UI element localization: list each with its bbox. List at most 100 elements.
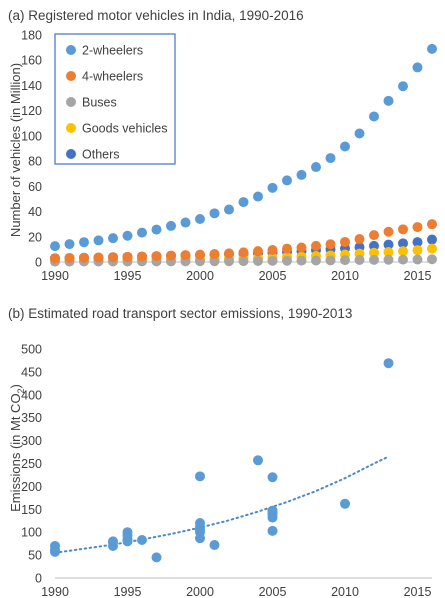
data-point-goods-vehicles bbox=[427, 243, 437, 254]
data-point-2-wheelers bbox=[108, 233, 118, 244]
chart-a-points bbox=[50, 43, 437, 267]
chart-b-y-tick-labels: 0 50 100 150 200 250 300 350 400 450 500 bbox=[21, 343, 42, 586]
data-point-2-wheelers bbox=[340, 141, 350, 152]
y-tick-label: 120 bbox=[21, 104, 42, 118]
data-point-2-wheelers bbox=[282, 175, 292, 186]
data-point-4-wheelers bbox=[398, 224, 408, 235]
data-point-4-wheelers bbox=[311, 240, 321, 251]
data-point-4-wheelers bbox=[209, 249, 220, 260]
data-point-buses bbox=[369, 254, 379, 265]
data-point-2-wheelers bbox=[238, 197, 249, 208]
data-point-4-wheelers bbox=[50, 253, 60, 264]
data-point-4-wheelers bbox=[412, 222, 423, 233]
data-point-buses bbox=[427, 254, 437, 265]
data-point-4-wheelers bbox=[166, 250, 176, 261]
data-point-2-wheelers bbox=[369, 111, 379, 122]
data-point-others bbox=[383, 239, 394, 250]
data-point-emissions bbox=[195, 471, 205, 482]
data-point-4-wheelers bbox=[383, 226, 394, 237]
data-point-2-wheelers bbox=[180, 217, 191, 228]
y-tick-label: 40 bbox=[28, 205, 42, 219]
chart-b-title: (b) Estimated road transport sector emis… bbox=[8, 306, 352, 321]
data-point-buses bbox=[311, 255, 321, 266]
data-point-4-wheelers bbox=[267, 245, 278, 256]
y-tick-label: 80 bbox=[28, 155, 42, 169]
data-point-emissions bbox=[267, 525, 278, 536]
y-tick-label: 100 bbox=[21, 129, 42, 143]
data-point-emissions bbox=[195, 518, 205, 529]
data-point-2-wheelers bbox=[137, 227, 147, 238]
data-point-goods-vehicles bbox=[369, 247, 379, 258]
y-tick-label: 200 bbox=[21, 480, 42, 494]
data-point-buses bbox=[383, 254, 394, 265]
y-tick-label: 0 bbox=[35, 256, 42, 270]
data-point-buses bbox=[253, 255, 263, 266]
data-point-emissions bbox=[340, 498, 350, 509]
data-point-2-wheelers bbox=[79, 237, 89, 248]
data-point-2-wheelers bbox=[166, 220, 176, 231]
chart-a-y-axis-label: Number of vehicles (in Million) bbox=[8, 63, 23, 237]
data-point-4-wheelers bbox=[296, 242, 307, 253]
data-point-buses bbox=[224, 256, 234, 267]
chart-a-y-tick-labels: 0 20 40 60 80 100 120 140 160 180 bbox=[21, 29, 42, 270]
data-point-4-wheelers bbox=[224, 248, 234, 259]
legend-marker bbox=[66, 45, 76, 55]
data-point-emissions bbox=[195, 527, 205, 538]
data-point-4-wheelers bbox=[137, 251, 147, 262]
x-tick-label: 2015 bbox=[404, 585, 432, 598]
data-point-4-wheelers bbox=[325, 239, 336, 250]
data-point-4-wheelers bbox=[122, 251, 133, 262]
y-tick-label: 100 bbox=[21, 526, 42, 540]
chart-a-title: (a) Registered motor vehicles in India, … bbox=[8, 8, 304, 23]
data-point-2-wheelers bbox=[325, 153, 336, 164]
y-tick-label: 60 bbox=[28, 180, 42, 194]
data-point-2-wheelers bbox=[64, 239, 75, 250]
data-point-4-wheelers bbox=[282, 243, 292, 254]
data-point-buses bbox=[354, 254, 365, 265]
data-point-buses bbox=[238, 256, 249, 267]
data-point-4-wheelers bbox=[64, 252, 75, 263]
x-tick-label: 1995 bbox=[114, 585, 142, 598]
data-point-2-wheelers bbox=[354, 128, 365, 139]
chart-a-legend: 2-wheelers 4-wheelers Buses Goods vehicles O… bbox=[54, 33, 176, 165]
data-point-buses bbox=[412, 254, 423, 265]
data-point-others bbox=[398, 238, 408, 249]
data-point-4-wheelers bbox=[369, 230, 379, 241]
y-tick-label: 400 bbox=[21, 388, 42, 402]
x-tick-label: 2000 bbox=[186, 585, 214, 598]
legend-marker bbox=[66, 71, 76, 81]
x-tick-label: 2015 bbox=[404, 269, 432, 283]
data-point-4-wheelers bbox=[253, 246, 263, 257]
chart-a-x-tick-labels: 1990 1995 2000 2005 2010 2015 bbox=[41, 269, 431, 283]
chart-b-y-axis-label: Emissions (in Mt CO2) bbox=[8, 384, 26, 512]
data-point-emissions bbox=[253, 455, 263, 466]
x-tick-label: 2005 bbox=[259, 585, 287, 598]
legend-marker bbox=[66, 149, 76, 159]
data-point-2-wheelers bbox=[383, 95, 394, 106]
data-point-2-wheelers bbox=[427, 43, 437, 54]
y-tick-label: 0 bbox=[35, 572, 42, 586]
data-point-2-wheelers bbox=[311, 162, 321, 173]
data-point-2-wheelers bbox=[224, 204, 234, 215]
data-point-2-wheelers bbox=[398, 81, 408, 92]
data-point-2-wheelers bbox=[122, 230, 133, 241]
x-tick-label: 2010 bbox=[331, 269, 359, 283]
data-point-4-wheelers bbox=[180, 250, 191, 261]
data-point-2-wheelers bbox=[253, 191, 263, 202]
y-tick-label: 350 bbox=[21, 411, 42, 425]
data-point-4-wheelers bbox=[195, 249, 205, 260]
y-tick-label: 250 bbox=[21, 457, 42, 471]
legend-marker bbox=[66, 97, 76, 107]
data-point-goods-vehicles bbox=[383, 247, 394, 258]
data-point-4-wheelers bbox=[79, 252, 89, 263]
data-point-buses bbox=[209, 256, 220, 267]
data-point-4-wheelers bbox=[427, 219, 437, 230]
y-tick-label: 160 bbox=[21, 54, 42, 68]
legend-label: 2-wheelers bbox=[82, 44, 143, 58]
data-point-4-wheelers bbox=[340, 236, 350, 247]
panel-b-emissions-chart: (b) Estimated road transport sector emis… bbox=[8, 306, 432, 598]
y-tick-label: 150 bbox=[21, 503, 42, 517]
legend-label: 4-wheelers bbox=[82, 70, 143, 84]
data-point-emissions bbox=[267, 472, 278, 483]
